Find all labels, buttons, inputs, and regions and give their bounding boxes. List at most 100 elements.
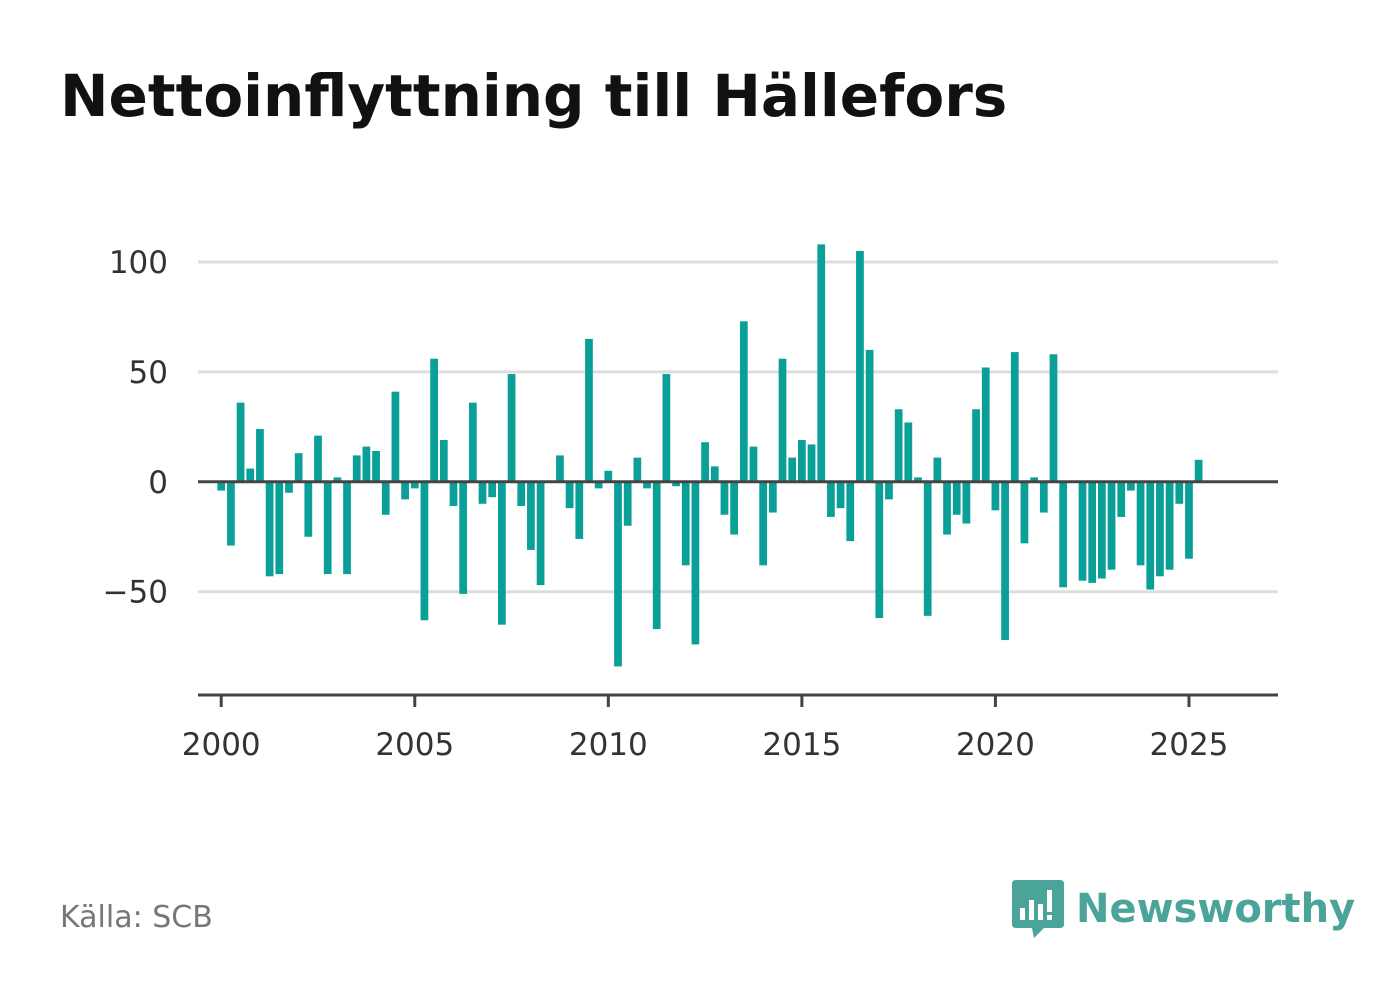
bar [962, 481, 971, 524]
bar [846, 481, 855, 542]
bar [933, 457, 942, 482]
bar [749, 446, 758, 482]
bar [459, 481, 468, 594]
x-tick-label: 2015 [762, 727, 841, 763]
bar [1175, 481, 1184, 504]
x-tick-label: 2005 [375, 727, 454, 763]
bar [604, 470, 613, 482]
bar [556, 455, 564, 482]
bar [294, 453, 303, 482]
bar [1078, 481, 1087, 581]
bar [681, 481, 690, 566]
x-tick-label: 2025 [1150, 727, 1229, 763]
grid-lines [198, 260, 1278, 594]
bar [991, 481, 1000, 511]
bar [865, 349, 874, 482]
bar [391, 391, 400, 482]
bar [836, 481, 845, 509]
bar [652, 481, 661, 630]
bar [275, 481, 284, 575]
bar [759, 481, 768, 566]
bar [691, 481, 700, 645]
bar [430, 358, 438, 482]
bar [768, 481, 777, 513]
bar [894, 409, 903, 482]
bar [923, 481, 932, 616]
bar-series [217, 244, 1203, 667]
bar [265, 481, 274, 577]
bar [1049, 354, 1058, 482]
bar [507, 374, 516, 482]
bar [236, 402, 245, 482]
bar [1194, 459, 1203, 482]
bar [662, 374, 671, 482]
bar [362, 446, 371, 482]
bar [943, 481, 951, 535]
bar [227, 481, 235, 546]
bar [585, 338, 593, 482]
bar [1136, 481, 1145, 566]
bar [565, 481, 574, 509]
bar [730, 481, 738, 535]
bar [720, 481, 729, 515]
bar [594, 481, 603, 489]
bar [1146, 481, 1155, 590]
y-tick-label: −50 [103, 575, 168, 611]
bar-chart-speech-bubble-icon [1012, 880, 1064, 938]
bar [798, 440, 806, 482]
bar [856, 250, 864, 482]
bar [439, 440, 448, 482]
bar [981, 367, 990, 482]
bar [372, 451, 380, 482]
bar [827, 481, 835, 517]
bar [739, 321, 748, 482]
bar [498, 481, 506, 625]
bar [449, 481, 458, 506]
bar [710, 466, 719, 482]
bar [1185, 481, 1193, 559]
bar [246, 468, 255, 482]
bar [914, 477, 922, 482]
bar [1156, 481, 1164, 577]
y-tick-label: 0 [148, 465, 168, 501]
bar [468, 402, 477, 482]
bar [304, 481, 313, 537]
source-note: Källa: SCB [60, 900, 213, 935]
bar [875, 481, 884, 619]
bar [1020, 481, 1029, 544]
bar [778, 358, 787, 482]
bar [536, 481, 545, 586]
bar [1039, 481, 1048, 513]
bar [643, 481, 651, 489]
tick-labels: 100 50 0 −50 2000 2005 2010 2015 2020 2025 [103, 245, 1229, 763]
bar [1127, 481, 1135, 491]
bar [788, 457, 797, 482]
bar [1001, 481, 1009, 641]
bar [623, 481, 632, 526]
bar [972, 409, 980, 482]
bar [478, 481, 487, 504]
bar [904, 422, 913, 482]
bar [1010, 352, 1019, 482]
bar [1059, 481, 1068, 588]
bar [885, 481, 893, 500]
bar [285, 481, 293, 493]
bar [323, 481, 332, 575]
bar [633, 457, 642, 482]
x-tick-label: 2010 [569, 727, 648, 763]
bar [1088, 481, 1097, 583]
bar [672, 481, 680, 487]
y-tick-label: 50 [129, 355, 168, 391]
bar [701, 442, 709, 482]
bar [614, 481, 622, 667]
y-tick-label: 100 [109, 245, 168, 281]
bar [527, 481, 535, 550]
bar [401, 481, 409, 500]
brand-logo[interactable]: Newsworthy [1010, 878, 1355, 940]
bar [575, 481, 584, 539]
bar [314, 435, 322, 482]
bar [256, 429, 264, 482]
bar [343, 481, 351, 575]
bar [952, 481, 961, 515]
